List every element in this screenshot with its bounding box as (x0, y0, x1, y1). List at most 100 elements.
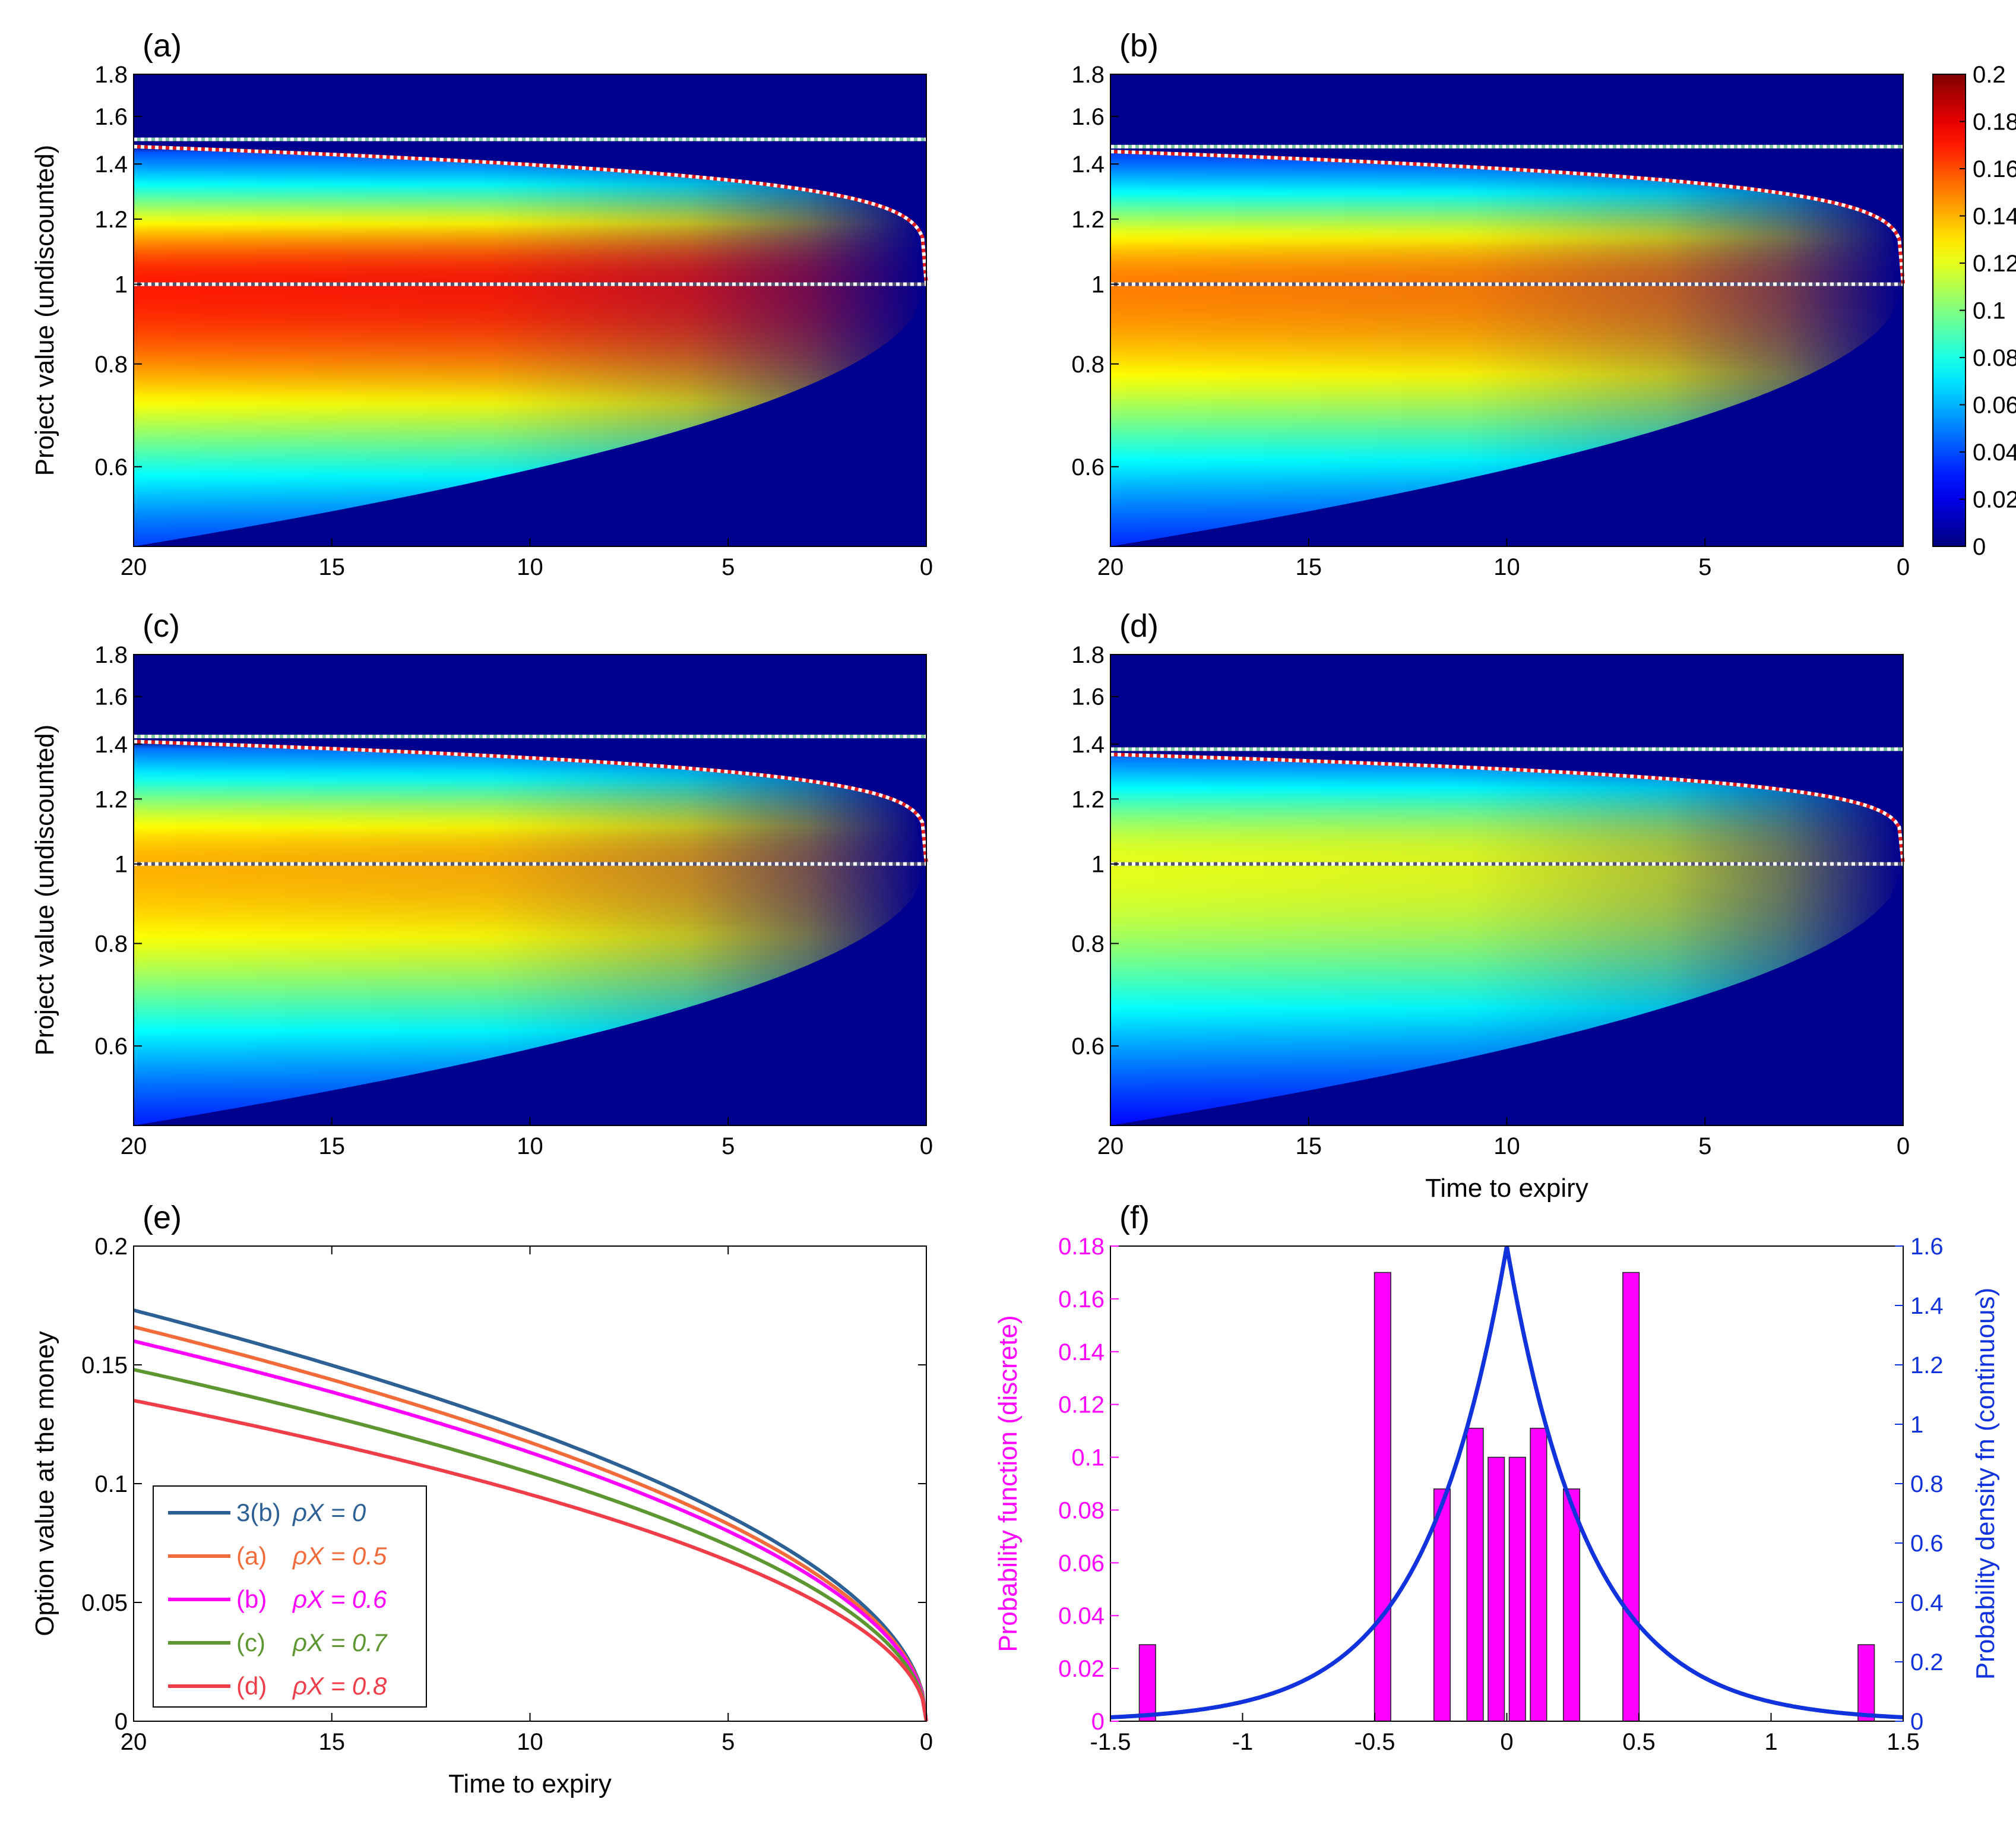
y-tick-label-left: 0.18 (1058, 1234, 1104, 1260)
x-tick-label: -1 (1232, 1729, 1254, 1755)
colorbar-tick-label: 0.18 (1973, 109, 2016, 135)
colorbar-tick-label: 0.12 (1973, 251, 2016, 277)
y-tick-label: 1.4 (94, 151, 128, 178)
x-tick-label: 15 (319, 554, 346, 580)
legend-name: (b) (236, 1585, 267, 1613)
panel-label: (c) (143, 608, 180, 644)
y-tick-label-left: 0.16 (1058, 1286, 1104, 1313)
density-field (134, 74, 926, 546)
bar (1140, 1645, 1156, 1721)
y-tick-label-right: 0.8 (1910, 1471, 1944, 1497)
x-tick-label: 10 (1493, 554, 1520, 580)
y-tick-label-right: 1.2 (1910, 1352, 1944, 1379)
y-tick-label: 1 (115, 272, 128, 298)
y-tick-label: 1.2 (94, 207, 128, 233)
x-tick-label: 5 (721, 554, 735, 580)
x-tick-label: 0 (1500, 1729, 1513, 1755)
figure: 0.60.811.21.41.61.820 15 10 5 0(a)Project va… (0, 0, 2016, 1821)
y-tick-label-right: 1.4 (1910, 1293, 1944, 1319)
x-tick-label: 10 (1493, 1133, 1520, 1159)
y-axis-label: Project value (undiscounted) (30, 725, 59, 1056)
y-tick-label: 1.6 (1071, 684, 1104, 710)
y-tick-label: 1.8 (94, 642, 128, 668)
y-tick-label-right: 1 (1910, 1412, 1923, 1438)
y-tick-label: 0.1 (94, 1471, 128, 1497)
x-tick-label: 5 (1698, 1133, 1711, 1159)
heatmap-panel-0: 0.60.811.21.41.61.820 15 10 5 0(a)Project va… (30, 28, 933, 580)
y-tick-label-left: 0.08 (1058, 1497, 1104, 1523)
x-tick-label: 5 (1698, 554, 1711, 580)
y-tick-label: 0.05 (81, 1590, 128, 1616)
y-tick-label-left: 0.06 (1058, 1550, 1104, 1576)
x-tick-label: -0.5 (1354, 1729, 1395, 1755)
y-tick-label-left: 0.1 (1071, 1445, 1104, 1471)
plot-area (1110, 1246, 1903, 1721)
y-axis-label: Project value (undiscounted) (30, 145, 59, 476)
x-tick-label: 1 (1764, 1729, 1777, 1755)
y-tick-label-left: 0.02 (1058, 1656, 1104, 1682)
x-tick-label: 15 (1296, 1133, 1322, 1159)
colorbar-tick-label: 0.16 (1973, 156, 2016, 182)
y-tick-label: 1.8 (1071, 62, 1104, 88)
x-tick-label: 0 (1897, 554, 1910, 580)
x-tick-label: 20 (121, 1729, 147, 1755)
x-tick-label: 15 (1296, 554, 1322, 580)
x-tick-label: 20 (121, 554, 147, 580)
y-axis-label-left: Probability function (discrete) (993, 1315, 1023, 1652)
x-tick-label: 20 (121, 1133, 147, 1159)
y-tick-label-right: 0.2 (1910, 1649, 1944, 1675)
legend-rho: ρX = 0.5 (292, 1542, 387, 1570)
x-tick-label: 0 (920, 1729, 933, 1755)
colorbar-tick-label: 0 (1973, 534, 1986, 560)
panel-label: (e) (143, 1200, 182, 1235)
colorbar-tick-label: 0.04 (1973, 440, 2016, 466)
y-tick-label: 0.6 (1071, 454, 1104, 480)
legend-name: (d) (236, 1672, 267, 1700)
heatmap-panel-1: 0.6 0.8 1 1.2 1.4 1.6 1.8 20 15 10 5 0 (b) (1071, 28, 1910, 580)
panel-label: (a) (143, 28, 182, 64)
y-tick-label: 0.8 (1071, 352, 1104, 378)
legend: 3(b) ρX = 0(a) ρX = 0.5(b) ρX = 0.6(c) ρX = … (153, 1486, 426, 1707)
legend-rho: ρX = 0.8 (292, 1672, 387, 1700)
y-tick-label: 0.8 (94, 352, 128, 378)
legend-rho: ρX = 0.7 (292, 1629, 388, 1656)
y-tick-label: 0.15 (81, 1352, 128, 1379)
colorbar-tick-label: 0.14 (1973, 204, 2016, 230)
y-tick-label-right: 0.4 (1910, 1590, 1944, 1616)
x-tick-label: 0 (1897, 1133, 1910, 1159)
x-tick-label: 5 (721, 1729, 735, 1755)
panel-label: (b) (1119, 28, 1159, 64)
y-tick-label-right: 1.6 (1910, 1234, 1944, 1260)
y-tick-label: 1.8 (1071, 642, 1104, 668)
x-tick-label: 10 (517, 1729, 543, 1755)
x-tick-label: 10 (517, 1133, 543, 1159)
line-chart-e: 0 0.05 0.1 0.15 0.2 20 15 10 5 0 (e) Time to expiry… (30, 1200, 933, 1798)
legend-name: 3(b) (236, 1498, 281, 1526)
y-tick-label: 1 (115, 852, 128, 878)
y-tick-label: 1.2 (1071, 207, 1104, 233)
y-tick-label-left: 0.04 (1058, 1603, 1104, 1629)
y-tick-label: 0.6 (94, 454, 128, 480)
legend-rho: ρX = 0 (292, 1498, 366, 1526)
y-tick-label: 1.8 (94, 62, 128, 88)
y-tick-label: 1.6 (94, 104, 128, 130)
colorbar-tick-label: 0.1 (1973, 298, 2006, 324)
y-tick-label: 1.4 (1071, 732, 1104, 758)
y-tick-label: 0.6 (1071, 1033, 1104, 1060)
x-tick-label: 20 (1097, 554, 1124, 580)
y-tick-label: 1.2 (1071, 786, 1104, 813)
bar (1623, 1272, 1640, 1721)
x-tick-label: 0 (920, 554, 933, 580)
x-axis-label: Time to expiry (1425, 1174, 1588, 1203)
colorbar-tick-label: 0.02 (1973, 487, 2016, 513)
bar (1858, 1645, 1875, 1721)
y-tick-label: 1 (1091, 852, 1104, 878)
bar (1488, 1458, 1505, 1721)
x-tick-label: 1.5 (1887, 1729, 1920, 1755)
y-tick-label: 0.2 (94, 1234, 128, 1260)
colorbar-tick-label: 0.06 (1973, 393, 2016, 419)
y-tick-label: 1.6 (1071, 104, 1104, 130)
legend-name: (a) (236, 1542, 267, 1570)
y-tick-label: 1.4 (94, 732, 128, 758)
bar (1530, 1428, 1547, 1721)
